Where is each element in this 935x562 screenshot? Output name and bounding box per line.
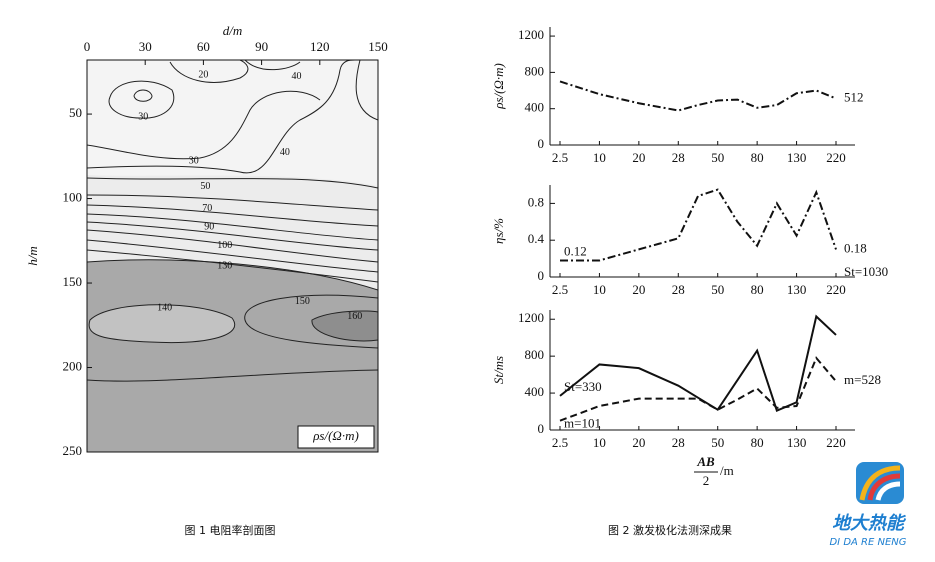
x-tick-label: 130	[787, 435, 807, 450]
y-tick-label: 800	[525, 347, 545, 362]
annotation: m=101	[564, 416, 601, 431]
y-axis-label: h/m	[25, 246, 40, 266]
contour-label: 160	[347, 311, 362, 322]
x-axis-label-denominator: 2	[703, 473, 710, 488]
logo: 地大热能 DI DA RE NENG	[829, 462, 907, 548]
x-tick-label: 220	[826, 435, 846, 450]
x-tick-label: 80	[751, 435, 764, 450]
contour-label: 90	[204, 222, 214, 233]
y-tick-label: 400	[525, 100, 545, 115]
annotation: 0.18	[844, 240, 867, 255]
y-tick-label: 400	[525, 384, 545, 399]
contour-label: 30	[138, 112, 148, 123]
x-tick-label: 50	[711, 282, 724, 297]
x-axis-label: d/m	[223, 23, 243, 38]
y-tick-label: 50	[69, 105, 82, 120]
series-line	[559, 356, 837, 422]
caption: 图 1 电阻率剖面图	[185, 523, 276, 537]
x-tick-label: 130	[787, 150, 807, 165]
x-tick-label: 0	[84, 39, 91, 54]
annotation: St=1030	[844, 264, 888, 279]
y-tick-label: 0	[538, 136, 545, 151]
plot-frame	[86, 59, 379, 453]
contour-label: 40	[292, 71, 302, 82]
y-tick-label: 800	[525, 63, 545, 78]
y-tick-label: 250	[63, 443, 83, 458]
x-tick-label: 28	[672, 282, 685, 297]
x-tick-label: 150	[368, 39, 388, 54]
y-tick-label: 200	[63, 359, 83, 374]
y-tick-label: 1200	[518, 310, 544, 325]
y-axis-label: ρs/(Ω·m)	[491, 63, 506, 110]
x-tick-label: 220	[826, 282, 846, 297]
x-tick-label: 30	[139, 39, 152, 54]
x-tick-label: 10	[593, 282, 606, 297]
contour-label: 30	[189, 156, 199, 167]
contour-label: 70	[202, 203, 212, 214]
y-tick-label: 0.8	[528, 194, 544, 209]
x-tick-label: 2.5	[552, 435, 568, 450]
x-tick-label: 120	[310, 39, 330, 54]
x-tick-label: 10	[593, 435, 606, 450]
contour-field	[87, 60, 378, 452]
logo-title: 地大热能	[832, 513, 907, 534]
y-tick-label: 150	[63, 274, 83, 289]
y-tick-label: 0.4	[528, 231, 545, 246]
x-axis-label-unit: /m	[720, 463, 734, 478]
x-tick-label: 20	[632, 435, 645, 450]
colorbar-label-box	[297, 425, 375, 449]
colorbar-label: ρs/(Ω·m)	[312, 428, 359, 443]
series-line	[560, 188, 837, 262]
caption: 图 2 激发极化法测深成果	[608, 523, 732, 537]
x-tick-label: 130	[787, 282, 807, 297]
series-line	[559, 314, 837, 412]
contour-label: 50	[200, 181, 210, 192]
series-line	[559, 80, 837, 112]
x-tick-label: 28	[672, 150, 685, 165]
x-tick-label: 50	[711, 150, 724, 165]
y-axis-label: St/ms	[491, 356, 506, 384]
y-tick-label: 0	[538, 268, 545, 283]
x-axis-label-numerator: AB	[696, 454, 715, 469]
contour-label: 150	[295, 296, 310, 307]
annotation: 512	[844, 90, 864, 105]
x-tick-label: 2.5	[552, 150, 568, 165]
contour-label: 40	[280, 147, 290, 158]
x-tick-label: 10	[593, 150, 606, 165]
contour-label: 100	[217, 240, 232, 251]
x-tick-label: 80	[751, 150, 764, 165]
x-tick-label: 50	[711, 435, 724, 450]
contour-label: 20	[198, 70, 208, 81]
logo-subtitle: DI DA RE NENG	[829, 537, 906, 548]
y-tick-label: 0	[538, 421, 545, 436]
y-tick-label: 100	[63, 190, 83, 205]
annotation: St=330	[564, 379, 602, 394]
x-tick-label: 28	[672, 435, 685, 450]
x-tick-label: 60	[197, 39, 210, 54]
y-axis-label: ηs/%	[491, 218, 506, 244]
x-tick-label: 90	[255, 39, 268, 54]
annotation: 0.12	[564, 243, 587, 258]
contour-label: 130	[217, 260, 232, 271]
x-tick-label: 2.5	[552, 282, 568, 297]
x-tick-label: 80	[751, 282, 764, 297]
x-tick-label: 220	[826, 150, 846, 165]
y-tick-label: 1200	[518, 27, 544, 42]
x-tick-label: 20	[632, 150, 645, 165]
contour-label: 140	[157, 303, 172, 314]
x-tick-label: 20	[632, 282, 645, 297]
annotation: m=528	[844, 372, 881, 387]
